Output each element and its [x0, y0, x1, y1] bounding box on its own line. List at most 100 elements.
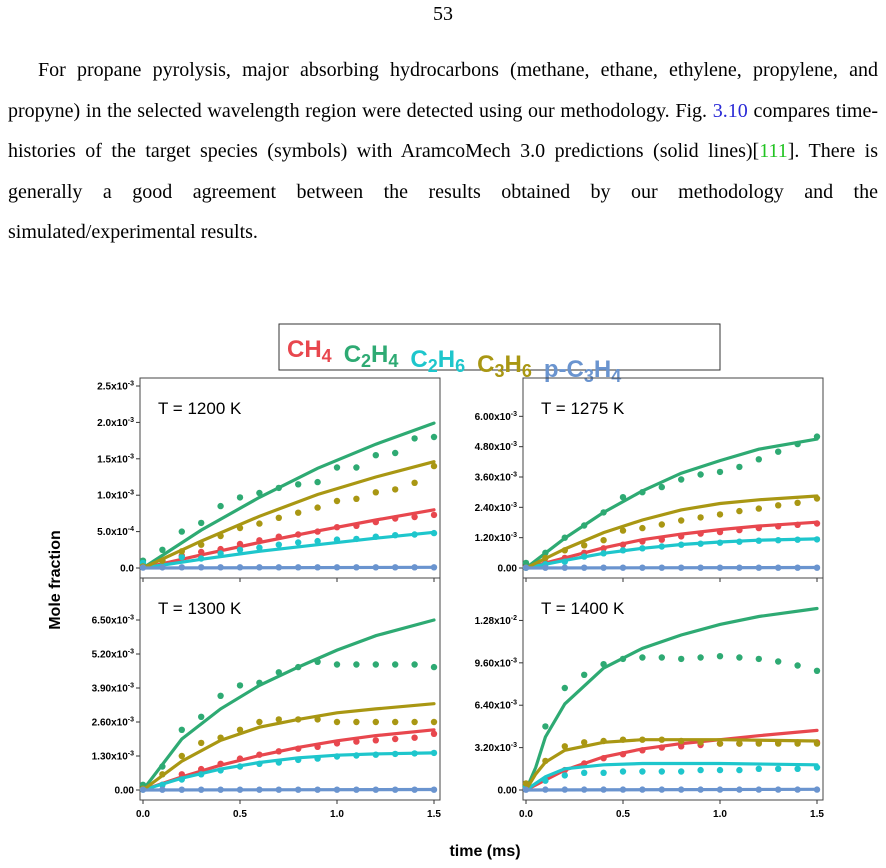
- data-point: [256, 489, 263, 497]
- data-point: [256, 786, 263, 793]
- data-point: [295, 786, 302, 793]
- data-point: [697, 471, 704, 478]
- paragraph-text-3: ]. There is generally a good agreement b…: [8, 140, 878, 243]
- data-point: [561, 684, 568, 692]
- data-point: [392, 661, 399, 668]
- data-point: [314, 478, 321, 486]
- data-point: [333, 740, 341, 747]
- data-point: [619, 655, 627, 663]
- data-point: [561, 534, 568, 541]
- data-point: [178, 528, 185, 535]
- y-tick-label: 2.40x10-3: [475, 502, 517, 514]
- data-point: [658, 786, 665, 793]
- x-tick-label: 1.0: [713, 809, 727, 820]
- data-point: [392, 718, 399, 726]
- data-point: [678, 786, 685, 793]
- data-point: [716, 468, 724, 476]
- data-point: [600, 509, 607, 516]
- data-point: [678, 768, 685, 775]
- data-point: [697, 654, 704, 661]
- data-point: [178, 564, 185, 571]
- data-point: [522, 786, 530, 793]
- data-point: [217, 502, 224, 510]
- data-point: [639, 489, 646, 496]
- data-point: [794, 786, 801, 793]
- data-point: [198, 771, 205, 778]
- series-p-c3h4: [522, 564, 821, 571]
- data-point: [236, 726, 244, 733]
- data-point: [430, 730, 438, 737]
- data-point: [139, 564, 147, 571]
- data-point: [314, 504, 321, 511]
- data-point: [561, 558, 568, 565]
- data-point: [178, 726, 185, 733]
- data-point: [372, 518, 379, 526]
- data-point: [256, 520, 263, 527]
- data-point: [333, 661, 341, 668]
- data-point: [236, 763, 244, 770]
- legend-entry-part: 3: [584, 366, 594, 386]
- data-point: [411, 786, 418, 793]
- x-tick-label: 0.0: [136, 809, 150, 820]
- legend-entry-part: C: [344, 341, 361, 368]
- data-point: [561, 772, 568, 779]
- data-point: [561, 564, 568, 571]
- data-point: [411, 564, 418, 571]
- data-point: [716, 564, 724, 571]
- data-point: [333, 464, 341, 471]
- data-point: [813, 564, 821, 571]
- data-point: [198, 519, 205, 527]
- data-point: [353, 495, 360, 502]
- data-point: [658, 654, 665, 661]
- data-point: [658, 768, 665, 775]
- data-point: [658, 736, 665, 743]
- data-point: [581, 739, 588, 746]
- data-point: [678, 737, 685, 745]
- data-point: [619, 547, 627, 554]
- panel-temperature-label: T = 1400 K: [541, 599, 625, 618]
- legend-entry-part: CH: [287, 336, 322, 363]
- data-point: [295, 531, 302, 538]
- data-point: [411, 750, 418, 757]
- data-point: [600, 564, 607, 571]
- x-axis-title: time (ms): [449, 843, 520, 860]
- data-point: [619, 541, 627, 548]
- data-point: [813, 764, 821, 771]
- data-point: [236, 546, 244, 553]
- data-point: [372, 786, 379, 793]
- data-point: [813, 740, 821, 747]
- citation-link[interactable]: 111: [759, 140, 788, 162]
- data-point: [178, 776, 185, 783]
- data-point: [430, 511, 438, 519]
- data-point: [236, 564, 244, 571]
- model-line: [141, 421, 436, 570]
- data-point: [411, 734, 418, 741]
- series-p-c3h4: [139, 786, 438, 793]
- series-c2h6: [522, 761, 821, 792]
- data-point: [813, 667, 821, 674]
- data-point: [178, 752, 185, 760]
- data-point: [658, 521, 665, 528]
- x-tick-label: 1.5: [810, 809, 824, 820]
- model-line: [141, 618, 436, 792]
- data-point: [372, 489, 379, 496]
- data-point: [542, 564, 549, 571]
- figure-reference-link[interactable]: 3.10: [712, 99, 748, 122]
- data-point: [716, 740, 724, 747]
- data-point: [256, 751, 263, 758]
- data-point: [314, 528, 321, 535]
- data-point: [542, 554, 549, 562]
- y-tick-label: 3.20x10-3: [475, 742, 517, 754]
- data-point: [600, 737, 607, 745]
- data-point: [236, 755, 244, 762]
- chart-panel: 0.00 1.30x10-3 2.60x10-3 3.90x10-3 5.20x10-3…: [92, 577, 441, 820]
- data-point: [392, 486, 399, 493]
- data-point: [600, 537, 607, 544]
- data-point: [256, 760, 263, 767]
- data-point: [716, 786, 724, 793]
- legend-entry-part: H: [504, 351, 521, 378]
- data-point: [353, 464, 360, 471]
- data-point: [561, 786, 568, 793]
- data-point: [678, 564, 685, 571]
- data-point: [295, 663, 302, 671]
